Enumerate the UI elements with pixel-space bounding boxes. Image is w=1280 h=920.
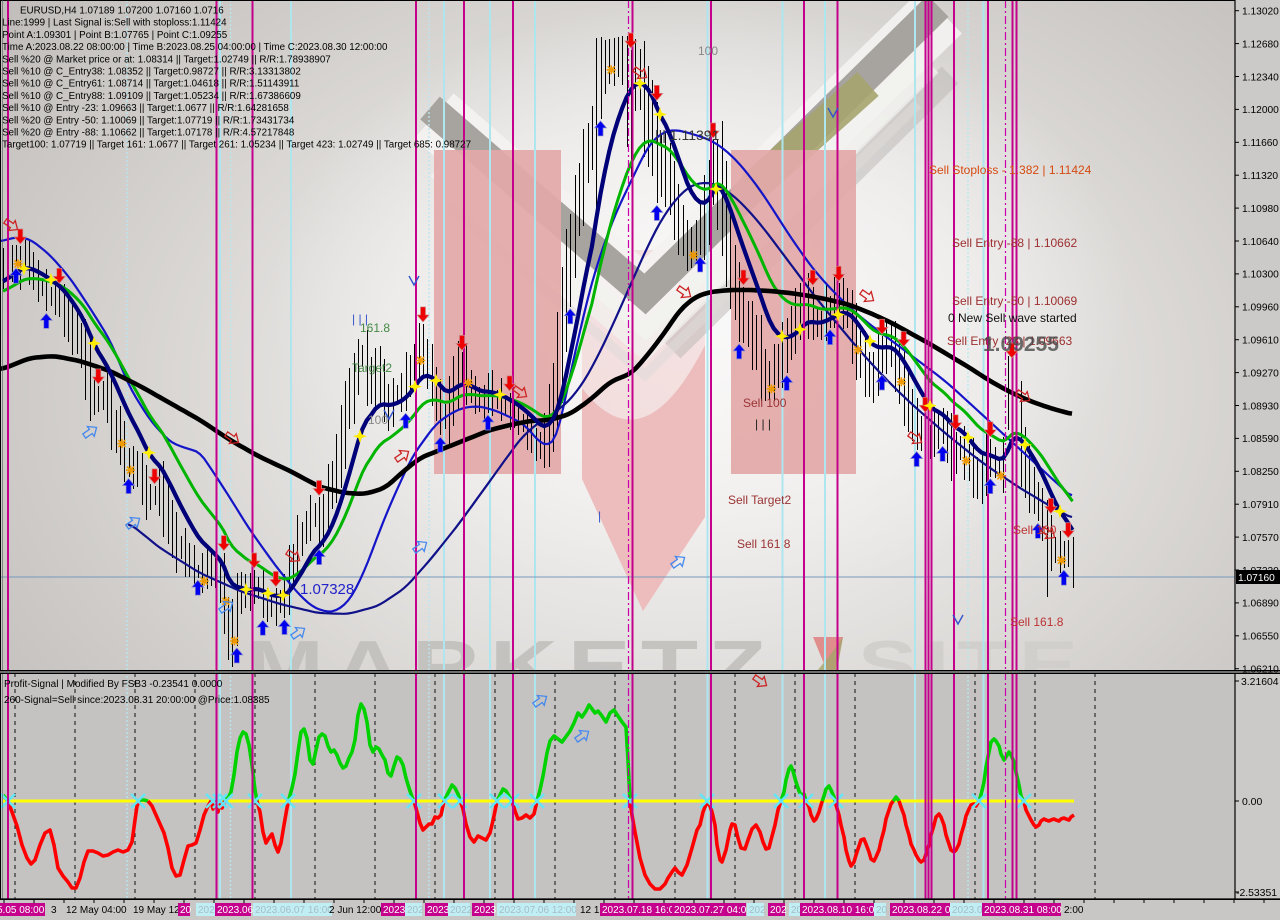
- svg-text:Sell %20 @ Market price or at:: Sell %20 @ Market price or at: 1.08314 |…: [2, 54, 331, 65]
- svg-text:Sell Entry -50 | 1.10069: Sell Entry -50 | 1.10069: [952, 294, 1078, 308]
- svg-text:2023.0: 2023.0: [952, 905, 983, 916]
- svg-text:20: 20: [180, 905, 192, 916]
- svg-text:1.07328: 1.07328: [300, 581, 354, 598]
- svg-text:3: 3: [51, 905, 57, 916]
- svg-text:1.10300: 1.10300: [1242, 270, 1279, 281]
- svg-text:2023.07.06 12:00: 2023.07.06 12:00: [499, 905, 577, 916]
- svg-text:Sell %10 @ C_Entry61: 1.08714: Sell %10 @ C_Entry61: 1.08714 || Target:…: [2, 79, 299, 90]
- svg-text:12 1: 12 1: [580, 905, 600, 916]
- svg-text:1.06550: 1.06550: [1242, 632, 1279, 643]
- svg-text:1.13020: 1.13020: [1242, 7, 1279, 18]
- svg-text:2023.06.07 16:00: 2023.06.07 16:00: [255, 905, 333, 916]
- svg-text:Sell 100: Sell 100: [1013, 523, 1057, 537]
- svg-text:Sell Target2: Sell Target2: [728, 493, 791, 507]
- svg-text:| | |: | | |: [352, 312, 368, 326]
- svg-text:1.11660: 1.11660: [1242, 138, 1278, 149]
- svg-text:Target100: 1.07719 || Target 1: Target100: 1.07719 || Target 161: 1.0677…: [2, 140, 471, 151]
- svg-text:Time A:2023.08.22 08:00:00 | T: Time A:2023.08.22 08:00:00 | Time B:2023…: [2, 42, 388, 53]
- svg-text:2 Jun 12:00: 2 Jun 12:00: [329, 905, 382, 916]
- svg-text:2023.: 2023.: [383, 905, 408, 916]
- svg-text:Sell 161.8: Sell 161.8: [1010, 615, 1064, 629]
- svg-text:1.08590: 1.08590: [1242, 434, 1279, 445]
- svg-text:1.10640: 1.10640: [1242, 237, 1279, 248]
- svg-text:Sell Stoploss - 1.382 | 1.1142: Sell Stoploss - 1.382 | 1.11424: [929, 163, 1092, 177]
- svg-text:1.07160: 1.07160: [1238, 573, 1275, 584]
- svg-text:EURUSD,H4 1.07189 1.07200 1.0: EURUSD,H4 1.07189 1.07200 1.07160 1.0716: [20, 6, 224, 17]
- svg-text:1.07570: 1.07570: [1242, 533, 1279, 544]
- svg-text:2023.: 2023.: [427, 905, 452, 916]
- svg-text:Sell Entry -23 | 1.09663: Sell Entry -23 | 1.09663: [947, 334, 1073, 348]
- svg-text:Sell Entry -88 | 1.10662: Sell Entry -88 | 1.10662: [952, 236, 1078, 250]
- svg-text:2023.08.10 16:00: 2023.08.10 16:00: [802, 905, 880, 916]
- svg-text:↕: ↕: [286, 583, 292, 597]
- svg-text:1.06210: 1.06210: [1242, 665, 1279, 676]
- svg-text:1.10980: 1.10980: [1242, 204, 1279, 215]
- svg-text:0 New Sell wave started: 0 New Sell wave started: [948, 311, 1077, 325]
- svg-text:2023.08.22 0: 2023.08.22 0: [892, 905, 951, 916]
- svg-text:2023: 2023: [198, 905, 221, 916]
- svg-text:2023.07.18 16:00: 2023.07.18 16:00: [602, 905, 680, 916]
- svg-text:1.11320: 1.11320: [1242, 171, 1278, 182]
- svg-text:Target2: Target2: [352, 361, 392, 375]
- svg-text:202: 202: [749, 905, 766, 916]
- svg-text:19 May 12: 19 May 12: [133, 905, 180, 916]
- svg-text:1.06890: 1.06890: [1242, 599, 1279, 610]
- svg-text:1.09270: 1.09270: [1242, 368, 1279, 379]
- svg-text:202: 202: [770, 905, 787, 916]
- svg-text:3.21604: 3.21604: [1241, 677, 1279, 688]
- svg-text:-2.53351: -2.53351: [1236, 888, 1277, 899]
- svg-text:1.12340: 1.12340: [1242, 72, 1279, 83]
- svg-text:Line:1999 | Last Signal is:Sel: Line:1999 | Last Signal is:Sell with sto…: [2, 18, 227, 29]
- svg-text:Sell 100: Sell 100: [743, 396, 787, 410]
- svg-text:Sell %10 @ C_Entry38: 1.08352: Sell %10 @ C_Entry38: 1.08352 || Target:…: [2, 67, 301, 78]
- svg-text:12 May 04:00: 12 May 04:00: [66, 905, 127, 916]
- svg-text:Point A:1.09301 | Point B:1.07: Point A:1.09301 | Point B:1.07765 | Poin…: [2, 30, 228, 41]
- svg-text:100: 100: [698, 44, 718, 58]
- svg-text:5.05 08:00: 5.05 08:00: [0, 905, 45, 916]
- svg-text:1.07910: 1.07910: [1242, 500, 1279, 511]
- svg-text:2:00: 2:00: [1064, 905, 1084, 916]
- svg-text:2023: 2023: [474, 905, 497, 916]
- svg-text:1.08250: 1.08250: [1242, 467, 1279, 478]
- svg-text:1.09610: 1.09610: [1242, 336, 1279, 347]
- svg-text:2022: 2022: [450, 905, 473, 916]
- svg-text:1.12680: 1.12680: [1242, 39, 1279, 50]
- svg-text:1.12000: 1.12000: [1242, 105, 1279, 116]
- svg-text:2023.07.27 04:0: 2023.07.27 04:0: [674, 905, 747, 916]
- svg-text:2023.08.31 08:00: 2023.08.31 08:00: [984, 905, 1062, 916]
- svg-text:202: 202: [407, 905, 424, 916]
- svg-text:0.00: 0.00: [1242, 797, 1262, 808]
- svg-text:Sell %10 @ C_Entry88: 1.09109: Sell %10 @ C_Entry88: 1.09109 || Target:…: [2, 91, 301, 102]
- svg-text:20: 20: [791, 905, 803, 916]
- svg-text:260-Signal=Sell since:2023.08.: 260-Signal=Sell since:2023.08.31 20:00:0…: [4, 695, 270, 706]
- svg-text:20: 20: [876, 905, 888, 916]
- svg-text:2023.06: 2023.06: [217, 905, 254, 916]
- svg-text:||| 1.11391: ||| 1.11391: [655, 127, 720, 143]
- svg-text:1.08930: 1.08930: [1242, 401, 1279, 412]
- svg-text:100: 100: [368, 413, 388, 427]
- svg-text:|: |: [598, 509, 601, 523]
- svg-text:1.09255: 1.09255: [983, 333, 1059, 356]
- svg-text:Profit-Signal | Modified By FS: Profit-Signal | Modified By FSB3 -0.2354…: [4, 679, 223, 690]
- svg-text:1.09960: 1.09960: [1242, 303, 1279, 314]
- svg-text:Sell 161 8: Sell 161 8: [737, 537, 791, 551]
- svg-text:Sell %10 @ Entry -23: 1.09663: Sell %10 @ Entry -23: 1.09663 || Target:…: [2, 103, 289, 114]
- svg-text:Sell %20 @ Entry -88: 1.10662: Sell %20 @ Entry -88: 1.10662 || Target:…: [2, 128, 295, 139]
- svg-text:| | |: | | |: [755, 417, 771, 431]
- svg-text:161.8: 161.8: [360, 321, 390, 335]
- svg-text:Sell %20 @ Entry -50: 1.10069: Sell %20 @ Entry -50: 1.10069 || Target:…: [2, 115, 295, 126]
